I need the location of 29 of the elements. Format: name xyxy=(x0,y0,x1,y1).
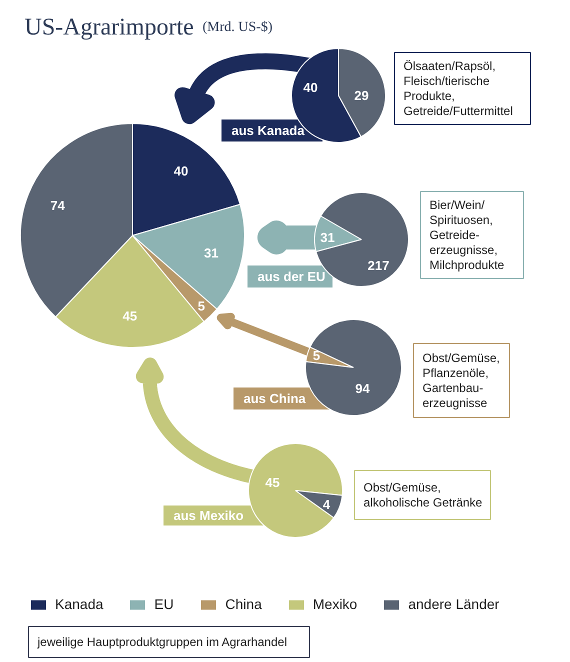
data-label: 45 xyxy=(122,308,138,324)
data-label: 31 xyxy=(204,245,218,260)
data-label: 45 xyxy=(265,475,280,490)
data-label: 4 xyxy=(322,497,331,512)
text: jeweilige Hauptproduktgruppen im Agrarhandel xyxy=(36,635,287,649)
text: Obst/Gemüse, alkoholische Getränke xyxy=(364,480,483,510)
chart-subtitle: (Mrd. US-$) xyxy=(202,20,273,35)
data-label: 217 xyxy=(368,258,390,273)
data-label: 40 xyxy=(303,80,318,95)
legend-label: China xyxy=(225,596,262,612)
data-label: 40 xyxy=(174,164,188,179)
text: Ölsaaten/Rapsöl, Fleisch/tierische Produkte, Getreide/Futtermittel xyxy=(404,59,513,118)
data-label: 31 xyxy=(320,230,335,245)
data-label: 5 xyxy=(312,348,320,363)
legend-label: andere Länder xyxy=(408,596,500,612)
text: Bier/Wein/ Spirituosen, Getreide- erzeugnisse, Milchprodukte xyxy=(430,198,505,272)
text: aus China xyxy=(244,391,306,406)
chart-title: US-Agrarimporte xyxy=(24,14,194,40)
text: aus der EU xyxy=(258,269,326,284)
text: aus Kanada xyxy=(232,123,306,138)
legend-label: Mexiko xyxy=(312,596,358,612)
data-label: 94 xyxy=(355,381,370,396)
data-label: 29 xyxy=(354,88,369,103)
text: Obst/Gemüse, Pflanzenöle, Gartenbau- erzeugnisse xyxy=(422,351,500,410)
text: aus Mexiko xyxy=(174,508,244,523)
data-label: 74 xyxy=(50,198,66,214)
legend-label: Kanada xyxy=(55,596,104,612)
legend-label: EU xyxy=(154,596,174,612)
data-label: 5 xyxy=(198,298,205,314)
